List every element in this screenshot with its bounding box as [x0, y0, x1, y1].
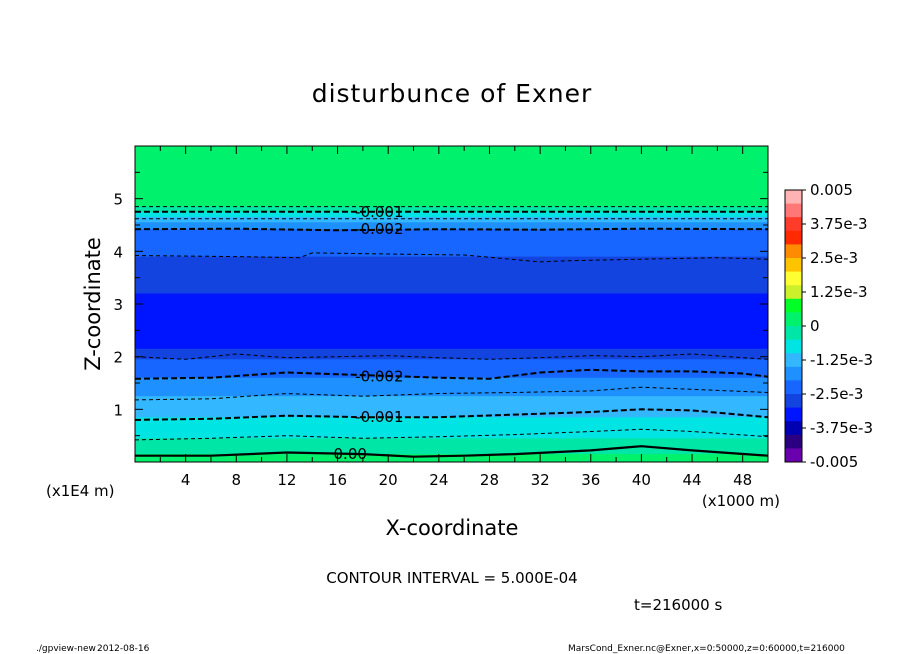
x-axis: 4 8 12 16 20 24 28 32 36 40 44 48 [159, 146, 752, 489]
colorbar-swatch [785, 353, 802, 368]
contour-line [135, 408, 768, 421]
contour-line [135, 445, 768, 458]
contour-line [135, 353, 768, 360]
chart-title: disturbunce of Exner [312, 79, 593, 108]
colorbar-swatch [785, 434, 802, 449]
contour-label: -0.002 [355, 220, 403, 238]
colorbar-label: 2.5e-3 [810, 249, 858, 267]
contour-lines [135, 206, 768, 458]
contour-line [135, 386, 768, 401]
contour-label: 0.00 [334, 445, 367, 463]
colorbar-swatch [785, 380, 802, 395]
contour-line [135, 252, 768, 263]
colorbar-label: -2.5e-3 [810, 385, 863, 403]
filled-contours [135, 146, 768, 462]
x-tick-label: 12 [277, 471, 296, 489]
time-label: t=216000 s [634, 596, 722, 614]
y-axis: 1 2 3 4 5 [113, 171, 768, 437]
contour-label: -0.002 [355, 368, 403, 386]
x-tick-label: 24 [429, 471, 448, 489]
colorbar-label: 1.25e-3 [810, 283, 868, 301]
colorbar-label: -3.75e-3 [810, 419, 873, 437]
y-unit-label: (x1E4 m) [46, 482, 115, 500]
x-tick-label: 44 [682, 471, 701, 489]
fill-band [135, 454, 768, 462]
y-tick-label: 3 [113, 296, 123, 314]
colorbar-swatch [785, 394, 802, 408]
y-tick-label: 5 [113, 191, 123, 209]
colorbar-swatch [785, 217, 802, 232]
y-tick-label: 2 [113, 349, 123, 367]
x-tick-label: 4 [181, 471, 191, 489]
colorbar: 0.005 3.75e-3 2.5e-3 1.25e-3 0 -1.25e-3 -2.5e-… [784, 181, 873, 471]
colorbar-swatch [785, 326, 802, 340]
x-axis-title: X-coordinate [386, 516, 519, 540]
y-axis-title: Z-coordinate [81, 237, 105, 371]
x-tick-label: 48 [733, 471, 752, 489]
contour-label: -0.001 [355, 203, 403, 221]
colorbar-swatch [785, 312, 802, 327]
colorbar-swatch [785, 190, 802, 204]
x-tick-label: 32 [531, 471, 550, 489]
colorbar-label: -1.25e-3 [810, 351, 873, 369]
date-label: 2012-08-16 [97, 644, 150, 654]
colorbar-label: 0.005 [810, 181, 853, 199]
colorbar-swatch [785, 258, 802, 272]
x-tick-label: 36 [581, 471, 600, 489]
y-tick-label: 1 [113, 401, 123, 419]
x-tick-label: 28 [480, 471, 499, 489]
y-tick-label: 4 [113, 243, 123, 261]
colorbar-swatch [785, 407, 802, 422]
contour-line [135, 368, 768, 380]
colorbar-swatch [785, 244, 802, 259]
x-tick-label: 16 [328, 471, 347, 489]
colorbar-swatch [785, 203, 802, 218]
contour-line [135, 227, 768, 232]
colorbar-swatch [785, 448, 802, 463]
contour-line [135, 428, 768, 441]
x-tick-label: 40 [632, 471, 651, 489]
colorbar-swatch [785, 285, 802, 300]
colorbar-label: 0 [810, 317, 820, 335]
x-tick-label: 20 [379, 471, 398, 489]
x-tick-label: 8 [232, 471, 242, 489]
colorbar-swatch [785, 230, 802, 245]
colorbar-label: 3.75e-3 [810, 215, 868, 233]
source-label: MarsCond_Exner.nc@Exner,x=0:50000,z=0:60… [568, 644, 845, 654]
contour-label: -0.001 [355, 408, 403, 426]
colorbar-swatch [785, 298, 802, 313]
colorbar-label: -0.005 [810, 453, 858, 471]
colorbar-swatch [785, 366, 802, 381]
colorbar-swatch [785, 421, 802, 436]
program-label: ./gpview-new [36, 644, 96, 654]
contour-interval-text: CONTOUR INTERVAL = 5.000E-04 [326, 569, 577, 587]
x-unit-label: (x1000 m) [702, 492, 780, 510]
colorbar-swatch [785, 271, 802, 286]
colorbar-swatch [785, 339, 802, 354]
